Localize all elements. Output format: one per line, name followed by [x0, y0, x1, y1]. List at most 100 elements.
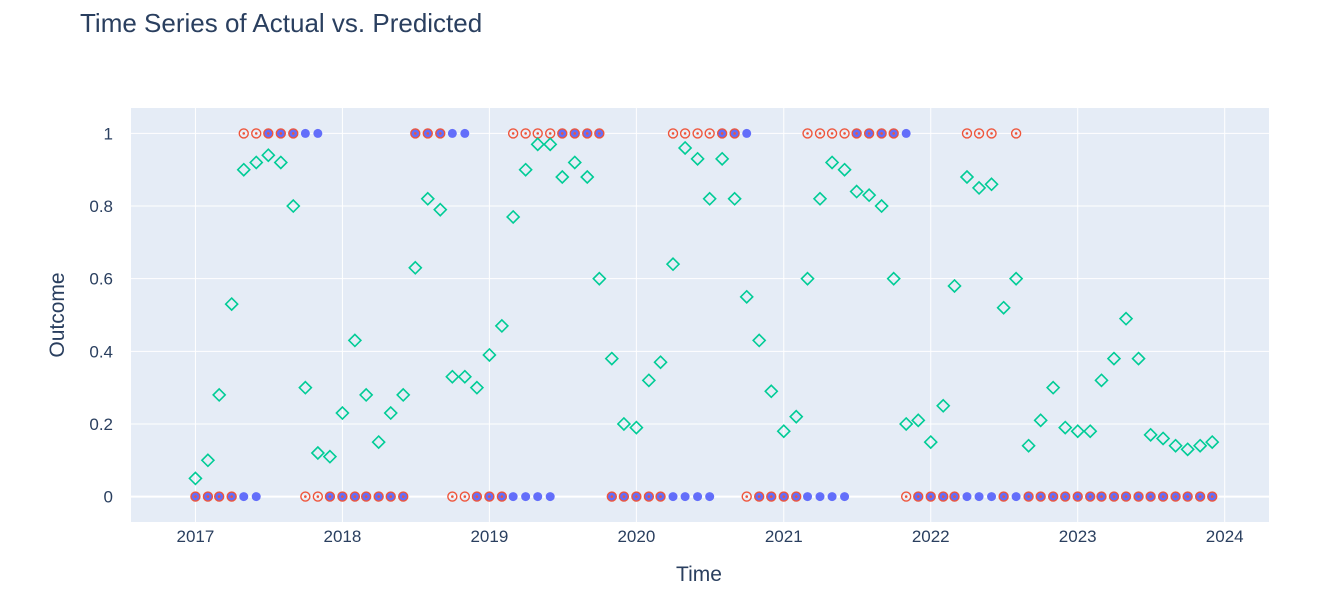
- probability-point: [433, 202, 448, 217]
- predicted-point: [998, 491, 1009, 502]
- predicted-point: [729, 128, 740, 139]
- probability-point: [200, 453, 216, 468]
- y-axis-ticks: 0 0.2 0.4 0.6 0.8 1: [89, 124, 113, 506]
- actual-point: [803, 492, 813, 502]
- probability-point: [715, 151, 730, 166]
- probability-point: [469, 380, 485, 395]
- predicted-point: [385, 491, 396, 502]
- predicted-point: [190, 491, 201, 502]
- predicted-point: [791, 491, 802, 502]
- y-tick-label: 0.6: [89, 270, 113, 289]
- probability-point: [518, 162, 533, 177]
- probability-point: [789, 409, 804, 424]
- actual-point: [1011, 492, 1021, 502]
- predicted-point: [1133, 491, 1144, 502]
- predicted-point: [496, 491, 508, 502]
- predicted-point: [900, 491, 912, 502]
- predicted-point: [631, 491, 642, 502]
- predicted-point: [594, 128, 605, 139]
- predicted-point: [312, 491, 324, 502]
- y-tick-label: 0: [104, 488, 113, 507]
- predicted-point: [839, 128, 850, 139]
- actual-point: [901, 128, 911, 138]
- predicted-point: [459, 491, 471, 502]
- probability-point: [359, 387, 374, 403]
- predicted-point: [1072, 491, 1083, 502]
- probability-point: [971, 180, 987, 196]
- probability-point: [212, 387, 227, 403]
- predicted-point: [349, 491, 361, 502]
- predicted-point: [300, 491, 311, 502]
- actual-point: [974, 492, 984, 502]
- x-tick-label: 2023: [1059, 527, 1097, 546]
- probability-point: [702, 191, 717, 206]
- actual-point: [508, 492, 518, 502]
- probability-point: [555, 169, 570, 185]
- probability-point: [1168, 438, 1183, 453]
- probability-point: [1131, 351, 1146, 366]
- predicted-point: [863, 128, 875, 139]
- predicted-point: [888, 128, 899, 139]
- y-tick-label: 0.8: [89, 197, 113, 216]
- probability-point: [286, 198, 301, 214]
- probability-point: [911, 413, 926, 428]
- probability-point: [984, 177, 999, 192]
- actual-point: [447, 128, 457, 138]
- probability-point: [396, 387, 411, 403]
- y-tick-label: 1: [104, 124, 113, 143]
- probability-point: [776, 424, 791, 439]
- predicted-point: [422, 128, 433, 139]
- probability-point: [1106, 351, 1122, 366]
- x-tick-label: 2020: [617, 527, 655, 546]
- predicted-point: [238, 128, 249, 139]
- probability-point: [959, 169, 975, 185]
- actual-point: [962, 492, 972, 502]
- actual-point: [239, 492, 249, 502]
- predicted-point: [288, 128, 299, 139]
- probability-point: [1083, 424, 1098, 439]
- actual-point: [251, 492, 261, 502]
- probability-point: [543, 137, 558, 152]
- actual-point: [460, 128, 470, 138]
- probability-point: [530, 137, 545, 152]
- predicted-point: [778, 491, 789, 502]
- probability-point: [188, 471, 203, 486]
- probability-point: [824, 155, 840, 170]
- probability-point: [923, 434, 938, 450]
- predicted-point: [251, 128, 262, 139]
- predicted-point: [913, 491, 924, 502]
- predicted-point: [1120, 491, 1132, 502]
- x-tick-label: 2017: [177, 527, 215, 546]
- predicted-point: [275, 128, 287, 139]
- predicted-point: [851, 128, 862, 139]
- predicted-point: [766, 491, 777, 502]
- predicted-point: [1157, 491, 1169, 502]
- probability-point: [457, 369, 472, 384]
- probability-point: [1205, 434, 1220, 450]
- predicted-point: [814, 128, 826, 139]
- predicted-point: [337, 491, 348, 502]
- predicted-point: [949, 491, 960, 502]
- predicted-point: [961, 128, 973, 139]
- actual-point: [705, 492, 715, 502]
- predicted-point: [1085, 491, 1096, 502]
- probability-point: [727, 191, 742, 206]
- probability-point: [1094, 373, 1109, 388]
- x-axis-ticks: 2017 2018 2019 2020 2021 2022 2023 2024: [177, 527, 1244, 546]
- predicted-point: [1170, 491, 1181, 502]
- probability-point: [616, 416, 632, 432]
- predicted-point: [692, 128, 703, 139]
- probability-point: [641, 373, 656, 388]
- plot-area: [131, 108, 1269, 522]
- predicted-point: [1060, 491, 1071, 502]
- probability-point: [1046, 380, 1061, 395]
- chart-title: Time Series of Actual vs. Predicted: [80, 8, 482, 38]
- actual-point: [987, 492, 997, 502]
- predicted-point: [802, 128, 813, 139]
- predicted-point: [618, 491, 630, 502]
- probability-point: [629, 420, 644, 435]
- probability-point: [665, 257, 681, 272]
- predicted-point: [226, 491, 237, 502]
- probability-point: [677, 140, 693, 156]
